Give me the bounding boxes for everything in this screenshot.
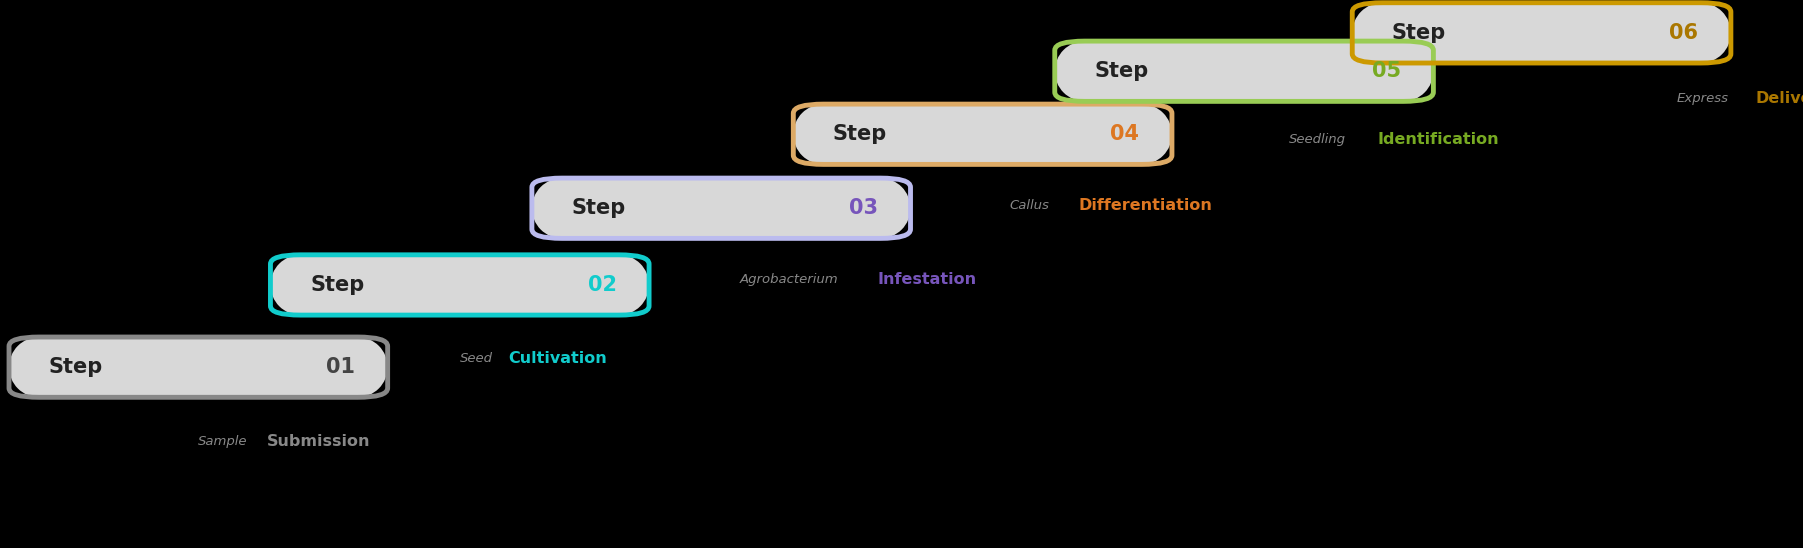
Bar — [1383, 3, 1700, 63]
Text: Step: Step — [1094, 61, 1149, 81]
Ellipse shape — [1671, 3, 1731, 63]
Text: Identification: Identification — [1377, 132, 1498, 147]
Text: Seedling: Seedling — [1289, 133, 1347, 146]
Bar — [1085, 41, 1403, 101]
Text: Differentiation: Differentiation — [1078, 198, 1212, 213]
Ellipse shape — [1352, 3, 1412, 63]
Bar — [40, 337, 357, 397]
Ellipse shape — [270, 255, 330, 315]
Text: Cultivation: Cultivation — [508, 351, 608, 367]
Bar — [301, 255, 618, 315]
Text: Callus: Callus — [1010, 199, 1049, 212]
Text: Step: Step — [1392, 23, 1446, 43]
Ellipse shape — [328, 337, 388, 397]
Text: Step: Step — [833, 124, 887, 144]
Text: Seed: Seed — [460, 352, 492, 366]
Ellipse shape — [1055, 41, 1114, 101]
Text: 04: 04 — [1111, 124, 1139, 144]
Ellipse shape — [9, 337, 69, 397]
Text: Step: Step — [572, 198, 626, 218]
Text: 02: 02 — [588, 275, 617, 295]
Ellipse shape — [532, 178, 591, 238]
Text: Submission: Submission — [267, 433, 370, 449]
Text: Step: Step — [310, 275, 364, 295]
Bar — [563, 178, 880, 238]
Text: 06: 06 — [1670, 23, 1698, 43]
Ellipse shape — [851, 178, 911, 238]
Text: 01: 01 — [326, 357, 355, 377]
Text: Infestation: Infestation — [878, 272, 975, 287]
Bar — [824, 104, 1141, 164]
Ellipse shape — [1374, 41, 1433, 101]
Text: 03: 03 — [849, 198, 878, 218]
Text: Express: Express — [1677, 92, 1729, 105]
Ellipse shape — [1112, 104, 1172, 164]
Ellipse shape — [793, 104, 853, 164]
Text: Sample: Sample — [198, 435, 247, 448]
Text: 05: 05 — [1372, 61, 1401, 81]
Text: Agrobacterium: Agrobacterium — [739, 273, 838, 286]
Ellipse shape — [590, 255, 649, 315]
Text: Delivery: Delivery — [1756, 91, 1803, 106]
Text: Step: Step — [49, 357, 103, 377]
